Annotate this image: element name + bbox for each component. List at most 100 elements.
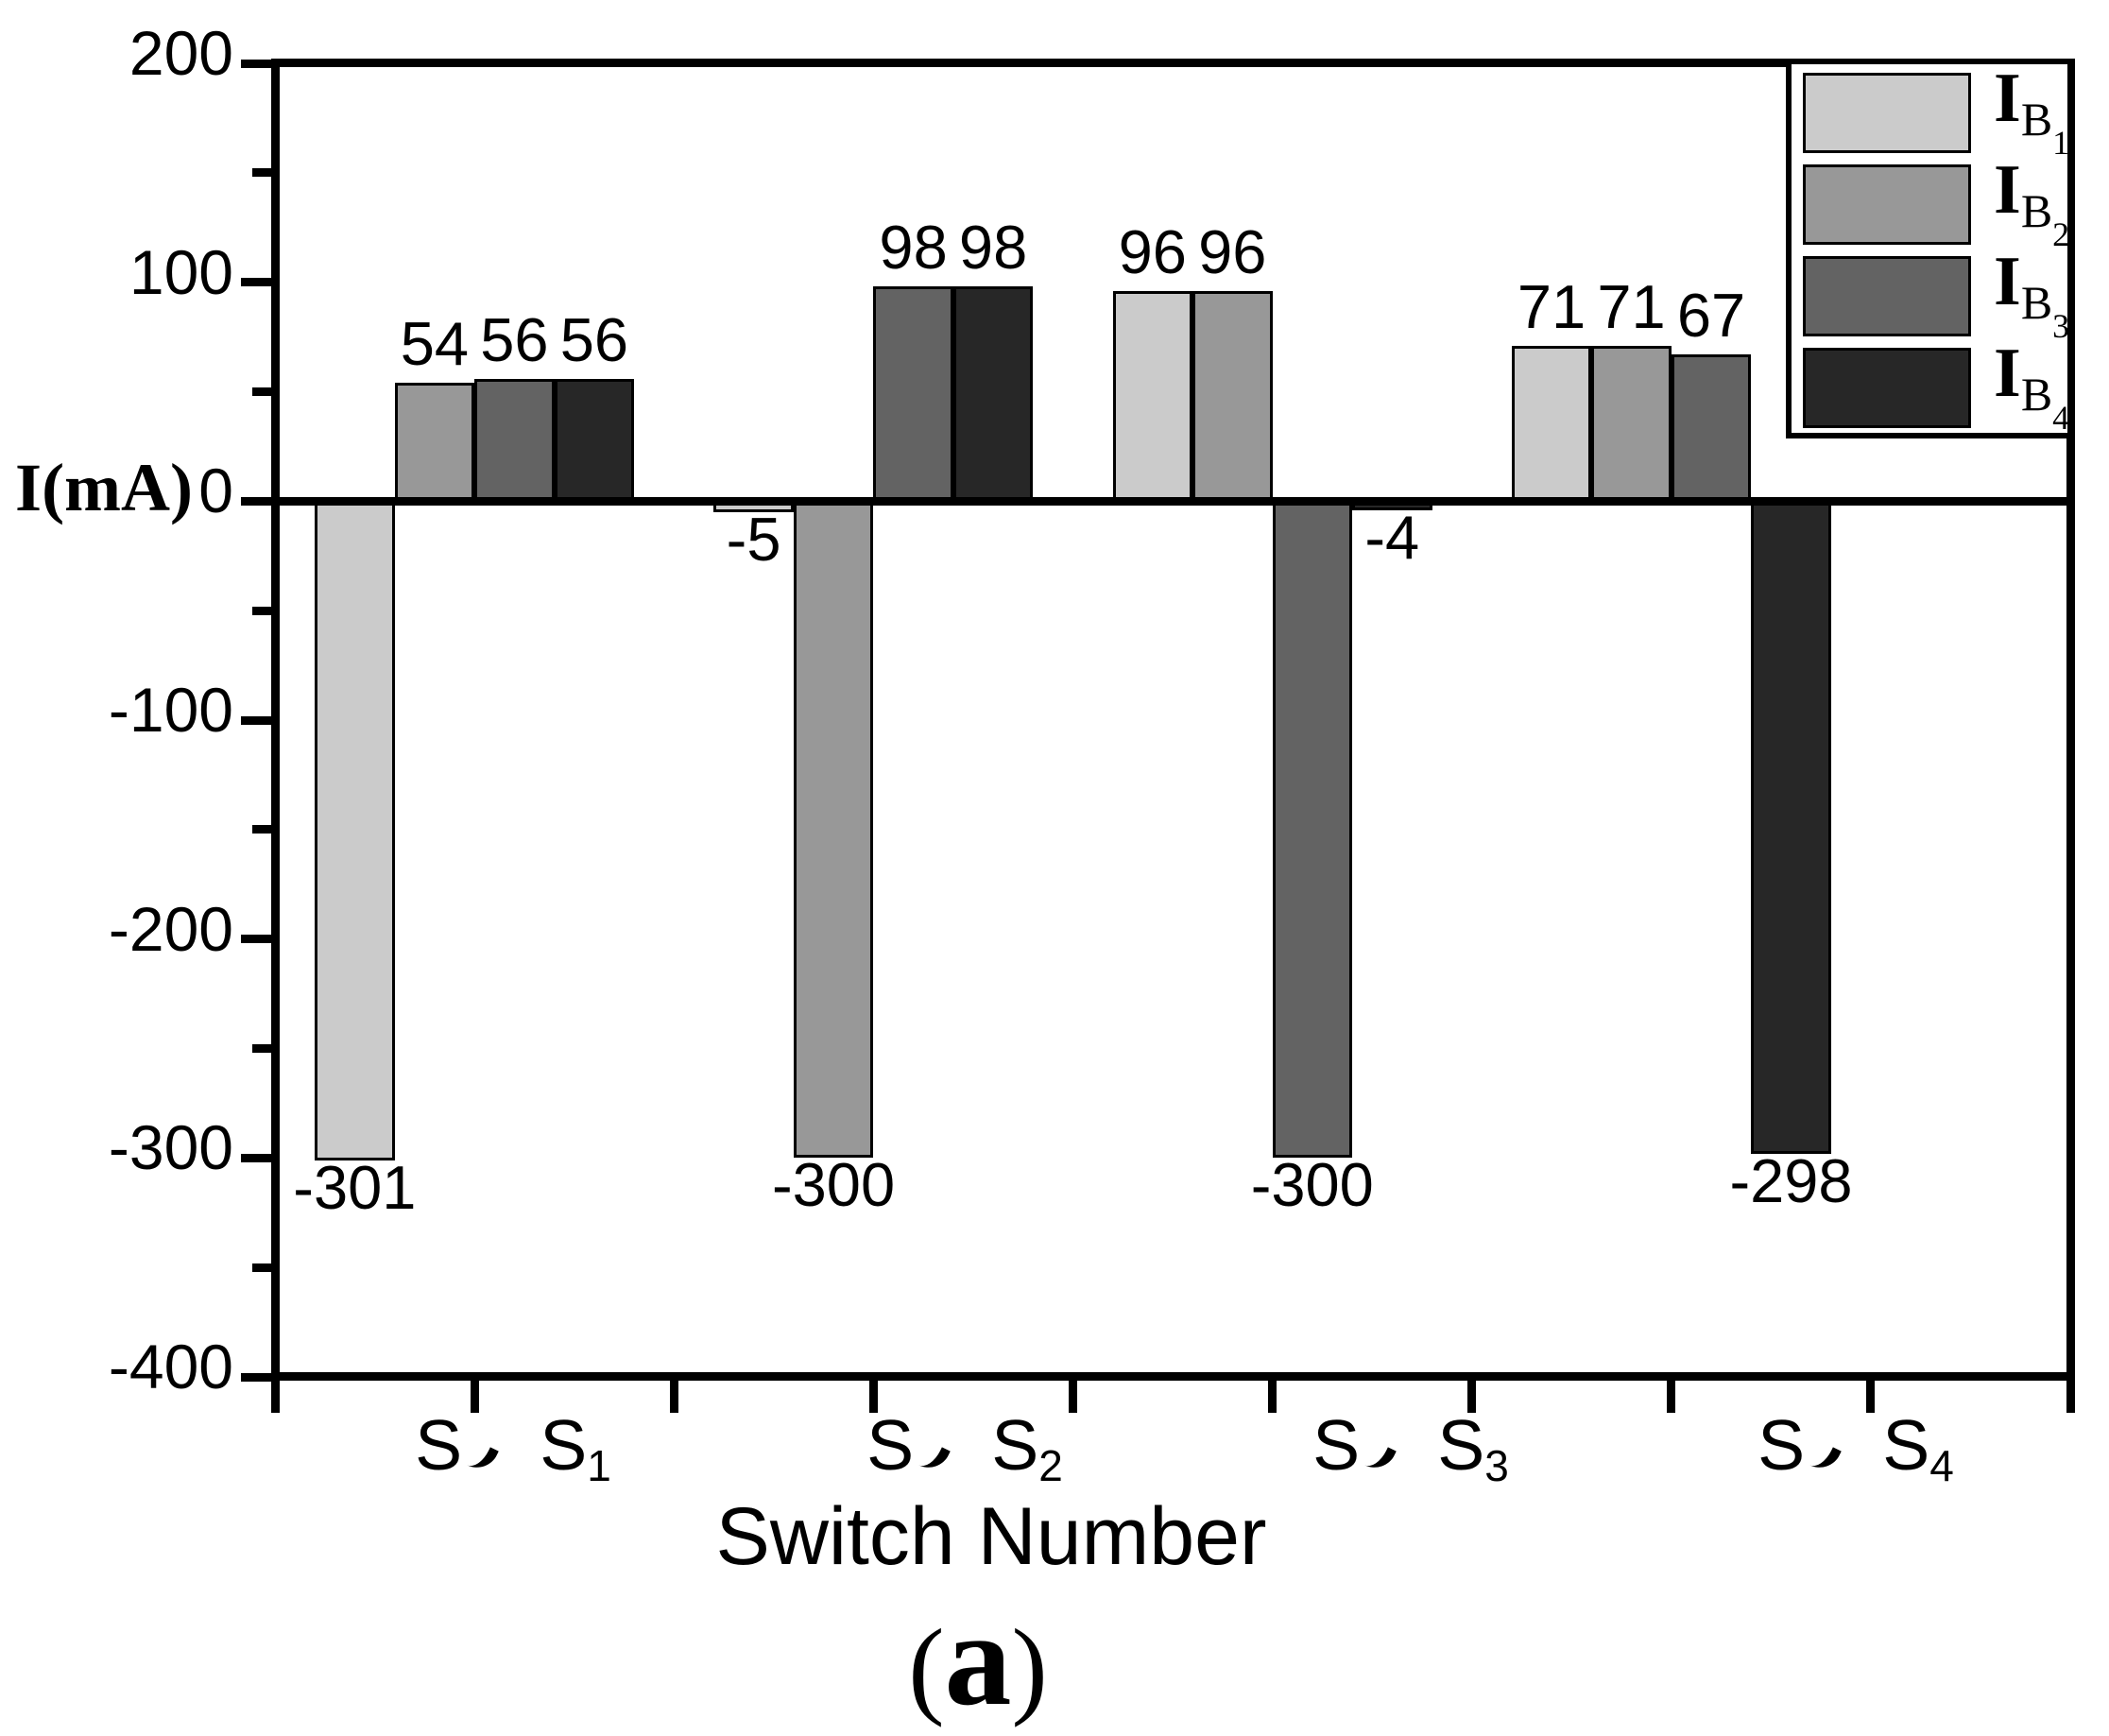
y-axis-major-tick [241, 1153, 271, 1162]
y-axis-minor-tick [252, 825, 271, 834]
bar-ib3-group3 [1272, 499, 1353, 1159]
category-subscript: 2 [1038, 1441, 1063, 1490]
x-axis-tick [1068, 1381, 1077, 1413]
x-axis-tick [1866, 1381, 1876, 1413]
bar-value-label: -298 [1729, 1145, 1853, 1215]
y-axis-minor-tick [252, 168, 271, 178]
bar-value-label: 54 [400, 309, 470, 379]
bar-ib2-group1 [394, 383, 475, 506]
y-axis-major-tick [241, 715, 271, 725]
legend-label-subscript: B [2020, 368, 2053, 421]
bar-value-label: -300 [1250, 1150, 1374, 1220]
y-axis-tick-label: -100 [108, 675, 233, 745]
legend-swatch-ib2 [1803, 164, 1971, 245]
legend-label-ib1: IB1 [1994, 63, 2069, 163]
y-axis-major-tick [241, 278, 271, 287]
bar-value-label: -301 [293, 1152, 417, 1222]
legend-swatch-ib4 [1803, 348, 1971, 428]
y-axis-tick-label: 0 [198, 455, 233, 526]
x-category-label-2: S S2 [795, 1405, 1135, 1505]
y-axis-tick-label: 200 [129, 18, 233, 88]
y-axis-minor-tick [252, 606, 271, 615]
x-axis-tick [470, 1381, 479, 1413]
legend-entry-ib3: IB3 [1803, 247, 2069, 345]
category-main-letter: S [866, 1405, 915, 1485]
bar-ib4-group1 [554, 378, 635, 506]
legend-label-subscript: B [2020, 276, 2053, 329]
y-axis-tick-label: -200 [108, 893, 233, 964]
bar-value-label: 56 [480, 304, 549, 374]
ideographic-comma-icon [472, 1437, 494, 1477]
legend-label-ib3: IB3 [1994, 247, 2069, 346]
category-second-letter: S [540, 1405, 588, 1485]
caption-paren-close: ) [1011, 1607, 1048, 1727]
legend-label-main: I [1994, 335, 2021, 412]
bar-ib2-group4 [1591, 345, 1672, 506]
y-axis-minor-tick [252, 1044, 271, 1053]
ideographic-comma-icon [923, 1437, 946, 1477]
bar-ib1-group4 [1511, 345, 1592, 506]
y-axis-tick-label: -300 [108, 1112, 233, 1183]
x-axis-tick [669, 1381, 678, 1413]
legend-label-ib4: IB4 [1994, 338, 2069, 438]
x-axis-tick [1467, 1381, 1477, 1413]
bar-ib3-group1 [474, 378, 555, 506]
caption-letter: a [944, 1584, 1012, 1733]
y-axis-tick-label: -400 [108, 1332, 233, 1401]
legend-label-main: I [1994, 151, 2021, 229]
bar-value-label: 71 [1597, 271, 1666, 341]
legend-label-subscript: B [2020, 184, 2053, 237]
category-main-letter: S [1312, 1405, 1361, 1485]
bar-ib2-group2 [793, 499, 874, 1159]
figure-caption: (a) [765, 1591, 1191, 1731]
x-axis-tick [1667, 1381, 1676, 1413]
y-axis-major-tick [241, 935, 271, 944]
legend-swatch-ib1 [1803, 73, 1971, 153]
legend-swatch-ib3 [1803, 256, 1971, 336]
legend-label-subsubscript: 1 [2052, 124, 2070, 162]
bar-value-label: 98 [958, 213, 1028, 283]
category-subscript: 3 [1484, 1441, 1509, 1490]
bar-value-label: 96 [1118, 216, 1187, 286]
category-subscript: 1 [587, 1441, 611, 1490]
y-axis-tick-label: 100 [129, 236, 233, 307]
bar-ib3-group2 [873, 286, 953, 506]
x-category-label-4: S S4 [1686, 1405, 2026, 1505]
legend-label-ib2: IB2 [1994, 155, 2069, 254]
bar-value-label: 71 [1517, 271, 1586, 341]
legend-label-subsubscript: 4 [2052, 399, 2070, 437]
bar-value-label: 96 [1198, 216, 1267, 286]
y-axis-major-tick [241, 496, 271, 506]
legend-label-subsubscript: 3 [2052, 307, 2070, 345]
ideographic-comma-icon [1814, 1437, 1837, 1477]
bar-value-label: 56 [559, 304, 629, 374]
bar-ib2-group3 [1192, 290, 1273, 506]
bar-ib3-group4 [1671, 354, 1752, 506]
legend-label-main: I [1994, 60, 2021, 137]
bar-value-label: -5 [726, 504, 781, 574]
y-axis-major-tick [241, 1372, 271, 1382]
bar-ib4-group2 [952, 286, 1034, 506]
bar-value-label: 67 [1676, 281, 1746, 351]
legend-entry-ib4: IB4 [1803, 338, 2069, 437]
legend: IB1 IB2 IB3 IB4 [1786, 59, 2073, 438]
legend-label-subsubscript: 2 [2052, 215, 2070, 253]
x-axis-tick [270, 1381, 280, 1413]
bar-value-label: 98 [879, 213, 948, 283]
category-second-letter: S [1437, 1405, 1485, 1485]
category-subscript: 4 [1929, 1441, 1954, 1490]
x-axis-title: Switch Number [715, 1491, 1267, 1582]
ideographic-comma-icon [1369, 1437, 1392, 1477]
bar-value-label: -300 [772, 1150, 896, 1220]
category-second-letter: S [991, 1405, 1039, 1485]
x-axis-tick [2066, 1381, 2075, 1413]
x-category-label-1: S S1 [343, 1405, 683, 1505]
bar-value-label: -4 [1364, 502, 1420, 572]
legend-label-main: I [1994, 243, 2021, 320]
legend-entry-ib2: IB2 [1803, 155, 2069, 253]
bar-ib1-group1 [315, 499, 395, 1160]
legend-entry-ib1: IB1 [1803, 63, 2069, 162]
category-main-letter: S [415, 1405, 463, 1485]
x-axis-tick [1268, 1381, 1277, 1413]
